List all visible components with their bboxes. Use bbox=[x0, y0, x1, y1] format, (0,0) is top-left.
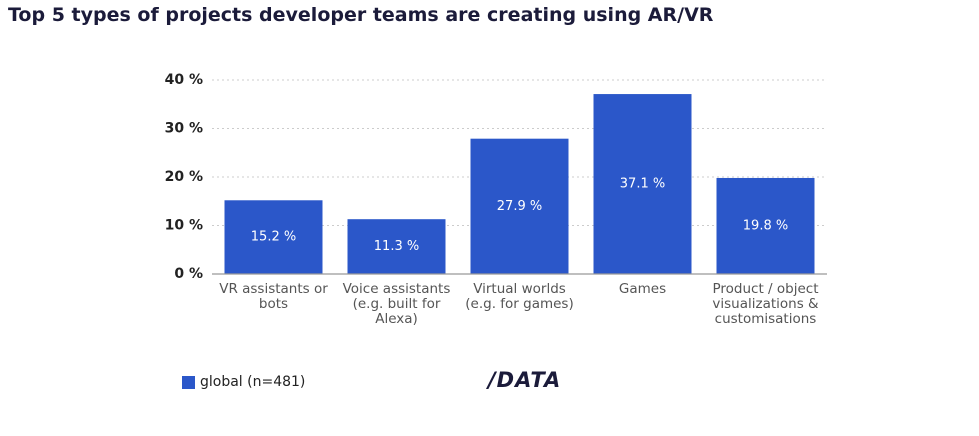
value-label: 37.1 % bbox=[620, 177, 665, 192]
chart-title: Top 5 types of projects developer teams … bbox=[8, 4, 714, 26]
logo: /DATA bbox=[488, 368, 562, 392]
value-label: 19.8 % bbox=[743, 218, 788, 233]
bar bbox=[470, 138, 569, 274]
x-tick-label: VR assistants or bots bbox=[219, 281, 328, 312]
legend-label: global (n=481) bbox=[200, 374, 306, 390]
value-label: 15.2 % bbox=[251, 230, 296, 245]
legend-swatch bbox=[182, 375, 195, 389]
legend: global (n=481) bbox=[182, 374, 305, 390]
y-tick-label: 10 % bbox=[165, 218, 203, 234]
bar bbox=[716, 177, 815, 274]
value-label: 27.9 % bbox=[497, 199, 542, 214]
bar bbox=[224, 200, 323, 274]
x-tick-label: Voice assistants (e.g. built for Alexa) bbox=[342, 281, 451, 327]
y-tick-label: 40 % bbox=[165, 72, 203, 88]
y-tick-label: 30 % bbox=[165, 121, 203, 137]
y-tick-label: 20 % bbox=[165, 169, 203, 185]
bar bbox=[347, 219, 446, 274]
x-tick-label: Virtual worlds (e.g. for games) bbox=[465, 281, 574, 312]
y-tick-label: 0 % bbox=[174, 266, 203, 282]
value-label: 11.3 % bbox=[374, 239, 419, 254]
bar bbox=[593, 94, 692, 274]
x-tick-label: Games bbox=[618, 281, 667, 297]
x-tick-label: Product / object visualizations & custom… bbox=[712, 281, 819, 327]
